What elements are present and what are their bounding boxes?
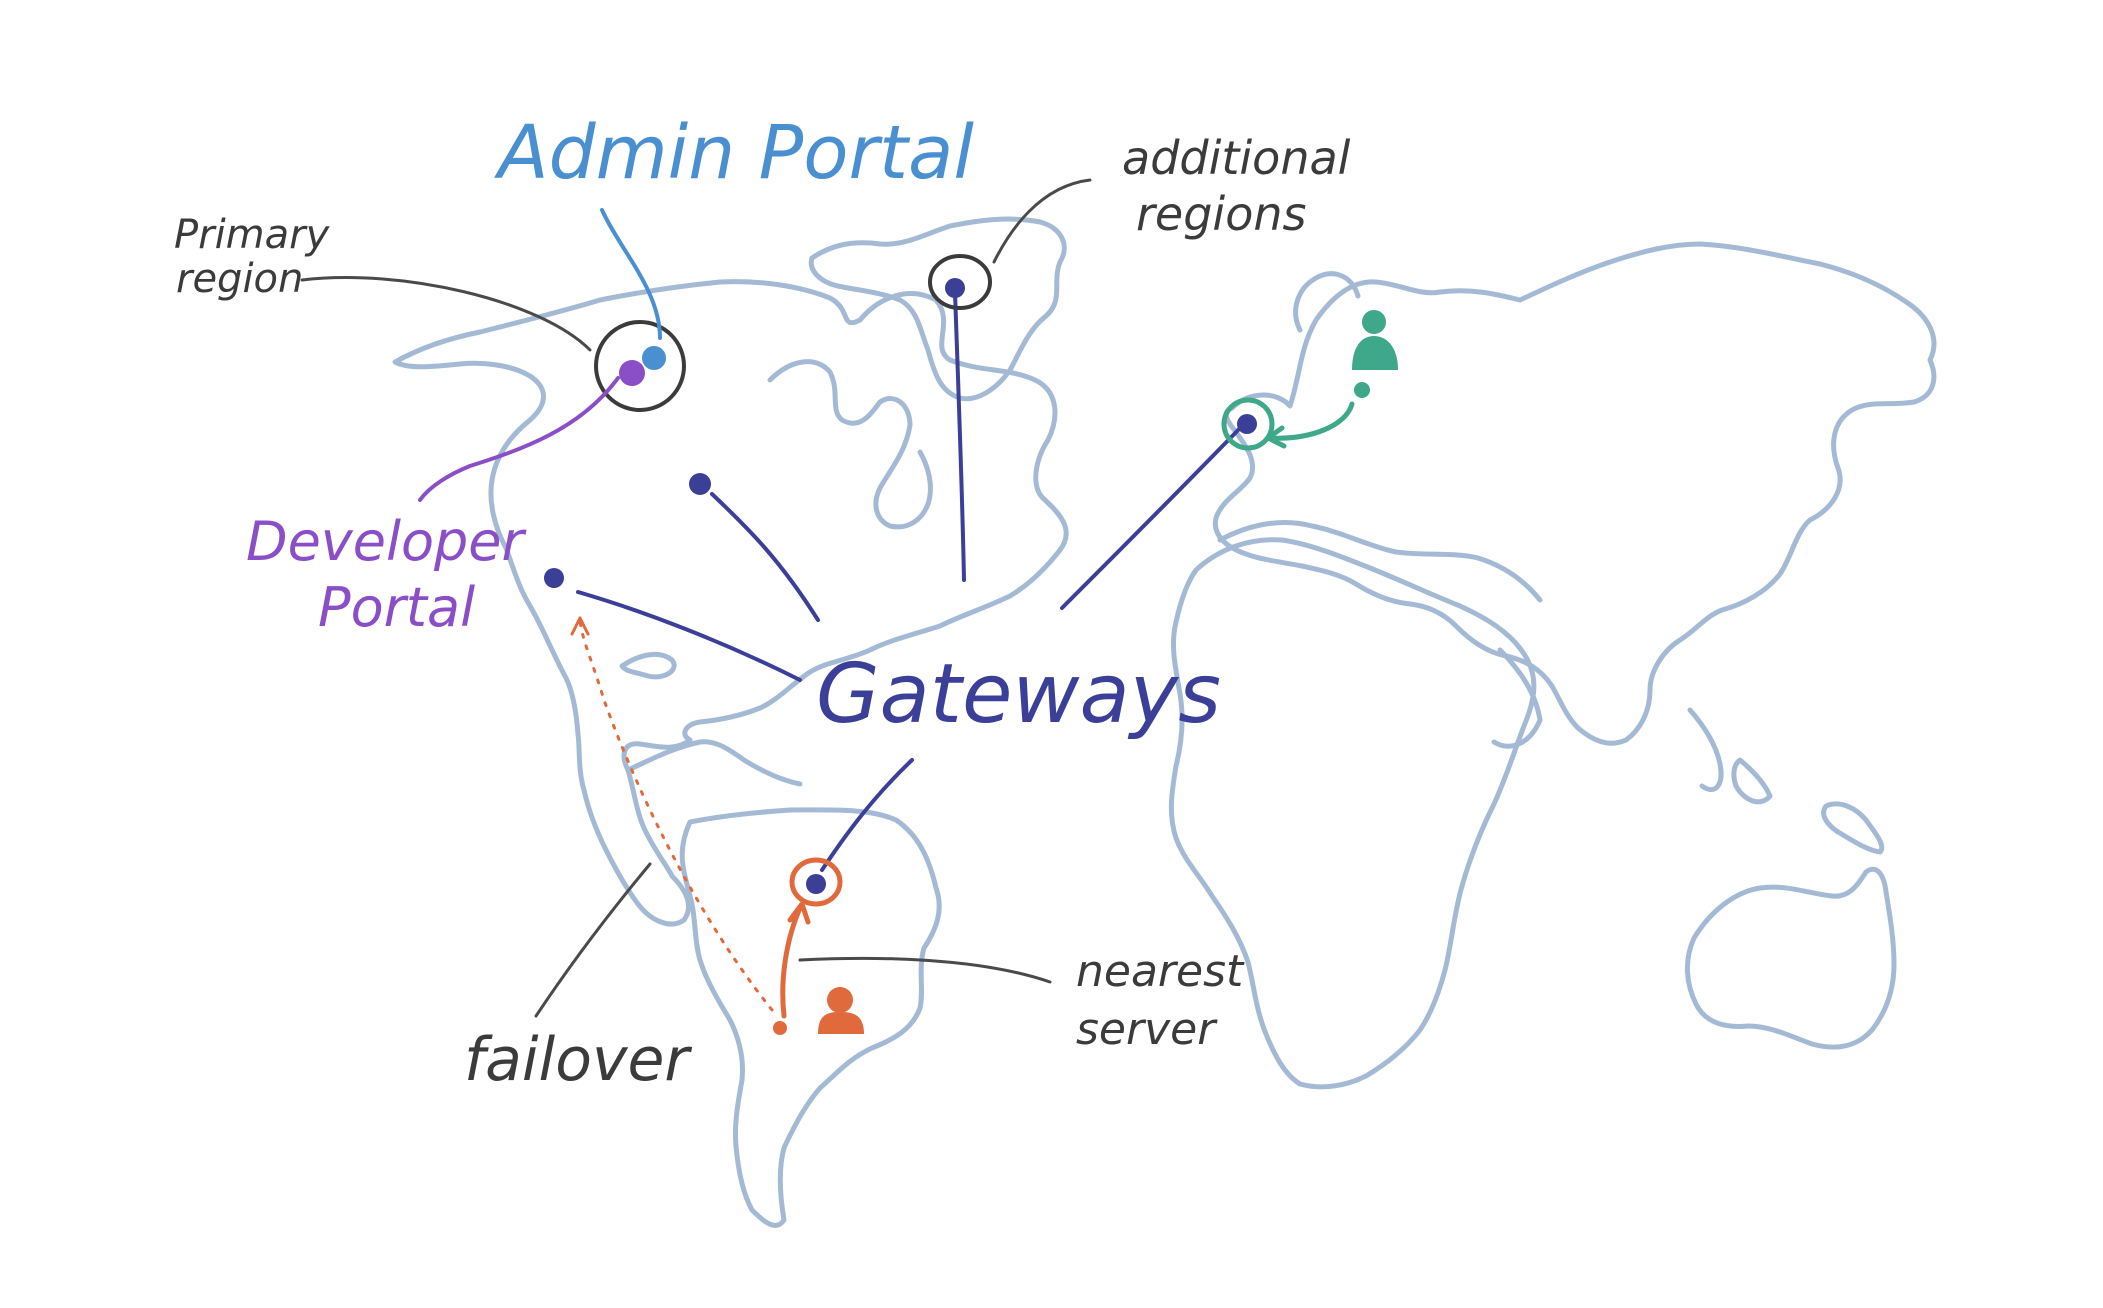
north-america-outline (392, 279, 1069, 927)
gateway-connector-south (820, 758, 914, 872)
nearest-server-arrowhead (787, 901, 811, 925)
person-icon (1352, 310, 1398, 370)
europe-nearest-circle (1221, 397, 1275, 451)
gateway-connector-europe (1060, 422, 1246, 610)
additional-regions-label-line1: additional (1122, 131, 1351, 185)
labels: Admin Portal Primary region additional r… (174, 110, 1351, 1095)
indonesia-outline (1731, 757, 1773, 805)
primary-region-circle (594, 320, 686, 412)
greenland-outline (808, 216, 1067, 402)
south-america-outline (679, 807, 942, 1228)
primary-region-leader (300, 276, 592, 352)
europe-user-arrowhead (1265, 425, 1287, 449)
primary-region-label-line1: Primary (174, 212, 331, 258)
developer-portal-leader (418, 376, 620, 502)
developer-portal-label-line2: Portal (318, 576, 475, 639)
southeast-asia-outline (1687, 707, 1724, 793)
failover-leader (534, 862, 652, 1018)
gateway-node-west-coast (544, 568, 564, 588)
failover-label: failover (464, 1025, 692, 1095)
primary-region (300, 208, 686, 502)
gateways-label: Gateways (816, 647, 1221, 742)
gateway-node-central-us (689, 473, 711, 495)
additional-regions-leader (992, 178, 1092, 264)
south-america-user-group (534, 616, 1052, 1035)
mediterranean-outline (1217, 519, 1543, 603)
gateway-node-south-america (806, 874, 826, 894)
arabia-outline (1491, 647, 1543, 749)
south-america-user-location (773, 1021, 787, 1035)
north-america-bay-outline (767, 359, 933, 530)
japan-outline (1821, 801, 1885, 855)
caribbean-outline (619, 651, 677, 680)
gateway-node-greenland (945, 278, 965, 298)
gateway-connector-greenland (953, 290, 966, 582)
africa-outline (1168, 537, 1537, 1090)
nearest-server-label-line2: server (1076, 1004, 1218, 1055)
additional-regions-label-line2: regions (1136, 187, 1306, 241)
failover-dotted-arrow (578, 618, 774, 1012)
gateway-connectors (576, 290, 1246, 872)
primary-region-label-line2: region (176, 256, 303, 302)
nearest-server-arrow (780, 905, 803, 1019)
nearest-server-label-line1: nearest (1076, 946, 1245, 997)
failover-arrowhead (570, 616, 590, 636)
south-america-nearest-circle (789, 857, 843, 907)
central-america-outline (625, 739, 803, 787)
additional-regions-circle (928, 254, 992, 310)
nearest-server-leader (798, 956, 1052, 984)
admin-portal-label: Admin Portal (494, 110, 974, 196)
developer-portal-label-line1: Developer (246, 510, 527, 573)
gateway-connector-southwest (576, 590, 802, 682)
additional-regions-marker (928, 178, 1092, 310)
admin-portal-node (642, 346, 666, 370)
gateway-nodes (544, 278, 1257, 894)
developer-portal-node (619, 360, 645, 386)
gateway-node-europe (1237, 414, 1257, 434)
europe-user-location (1354, 382, 1370, 398)
eurasia-outline (1212, 241, 1937, 746)
person-icon (818, 987, 864, 1034)
continent-outlines (392, 216, 1937, 1228)
admin-portal-leader (600, 208, 662, 340)
europe-user-arrow (1267, 401, 1355, 441)
australia-outline (1684, 866, 1897, 1050)
gateway-connector-west (710, 492, 820, 622)
scandinavia-outline (1293, 271, 1361, 333)
europe-user-group (1221, 310, 1398, 451)
